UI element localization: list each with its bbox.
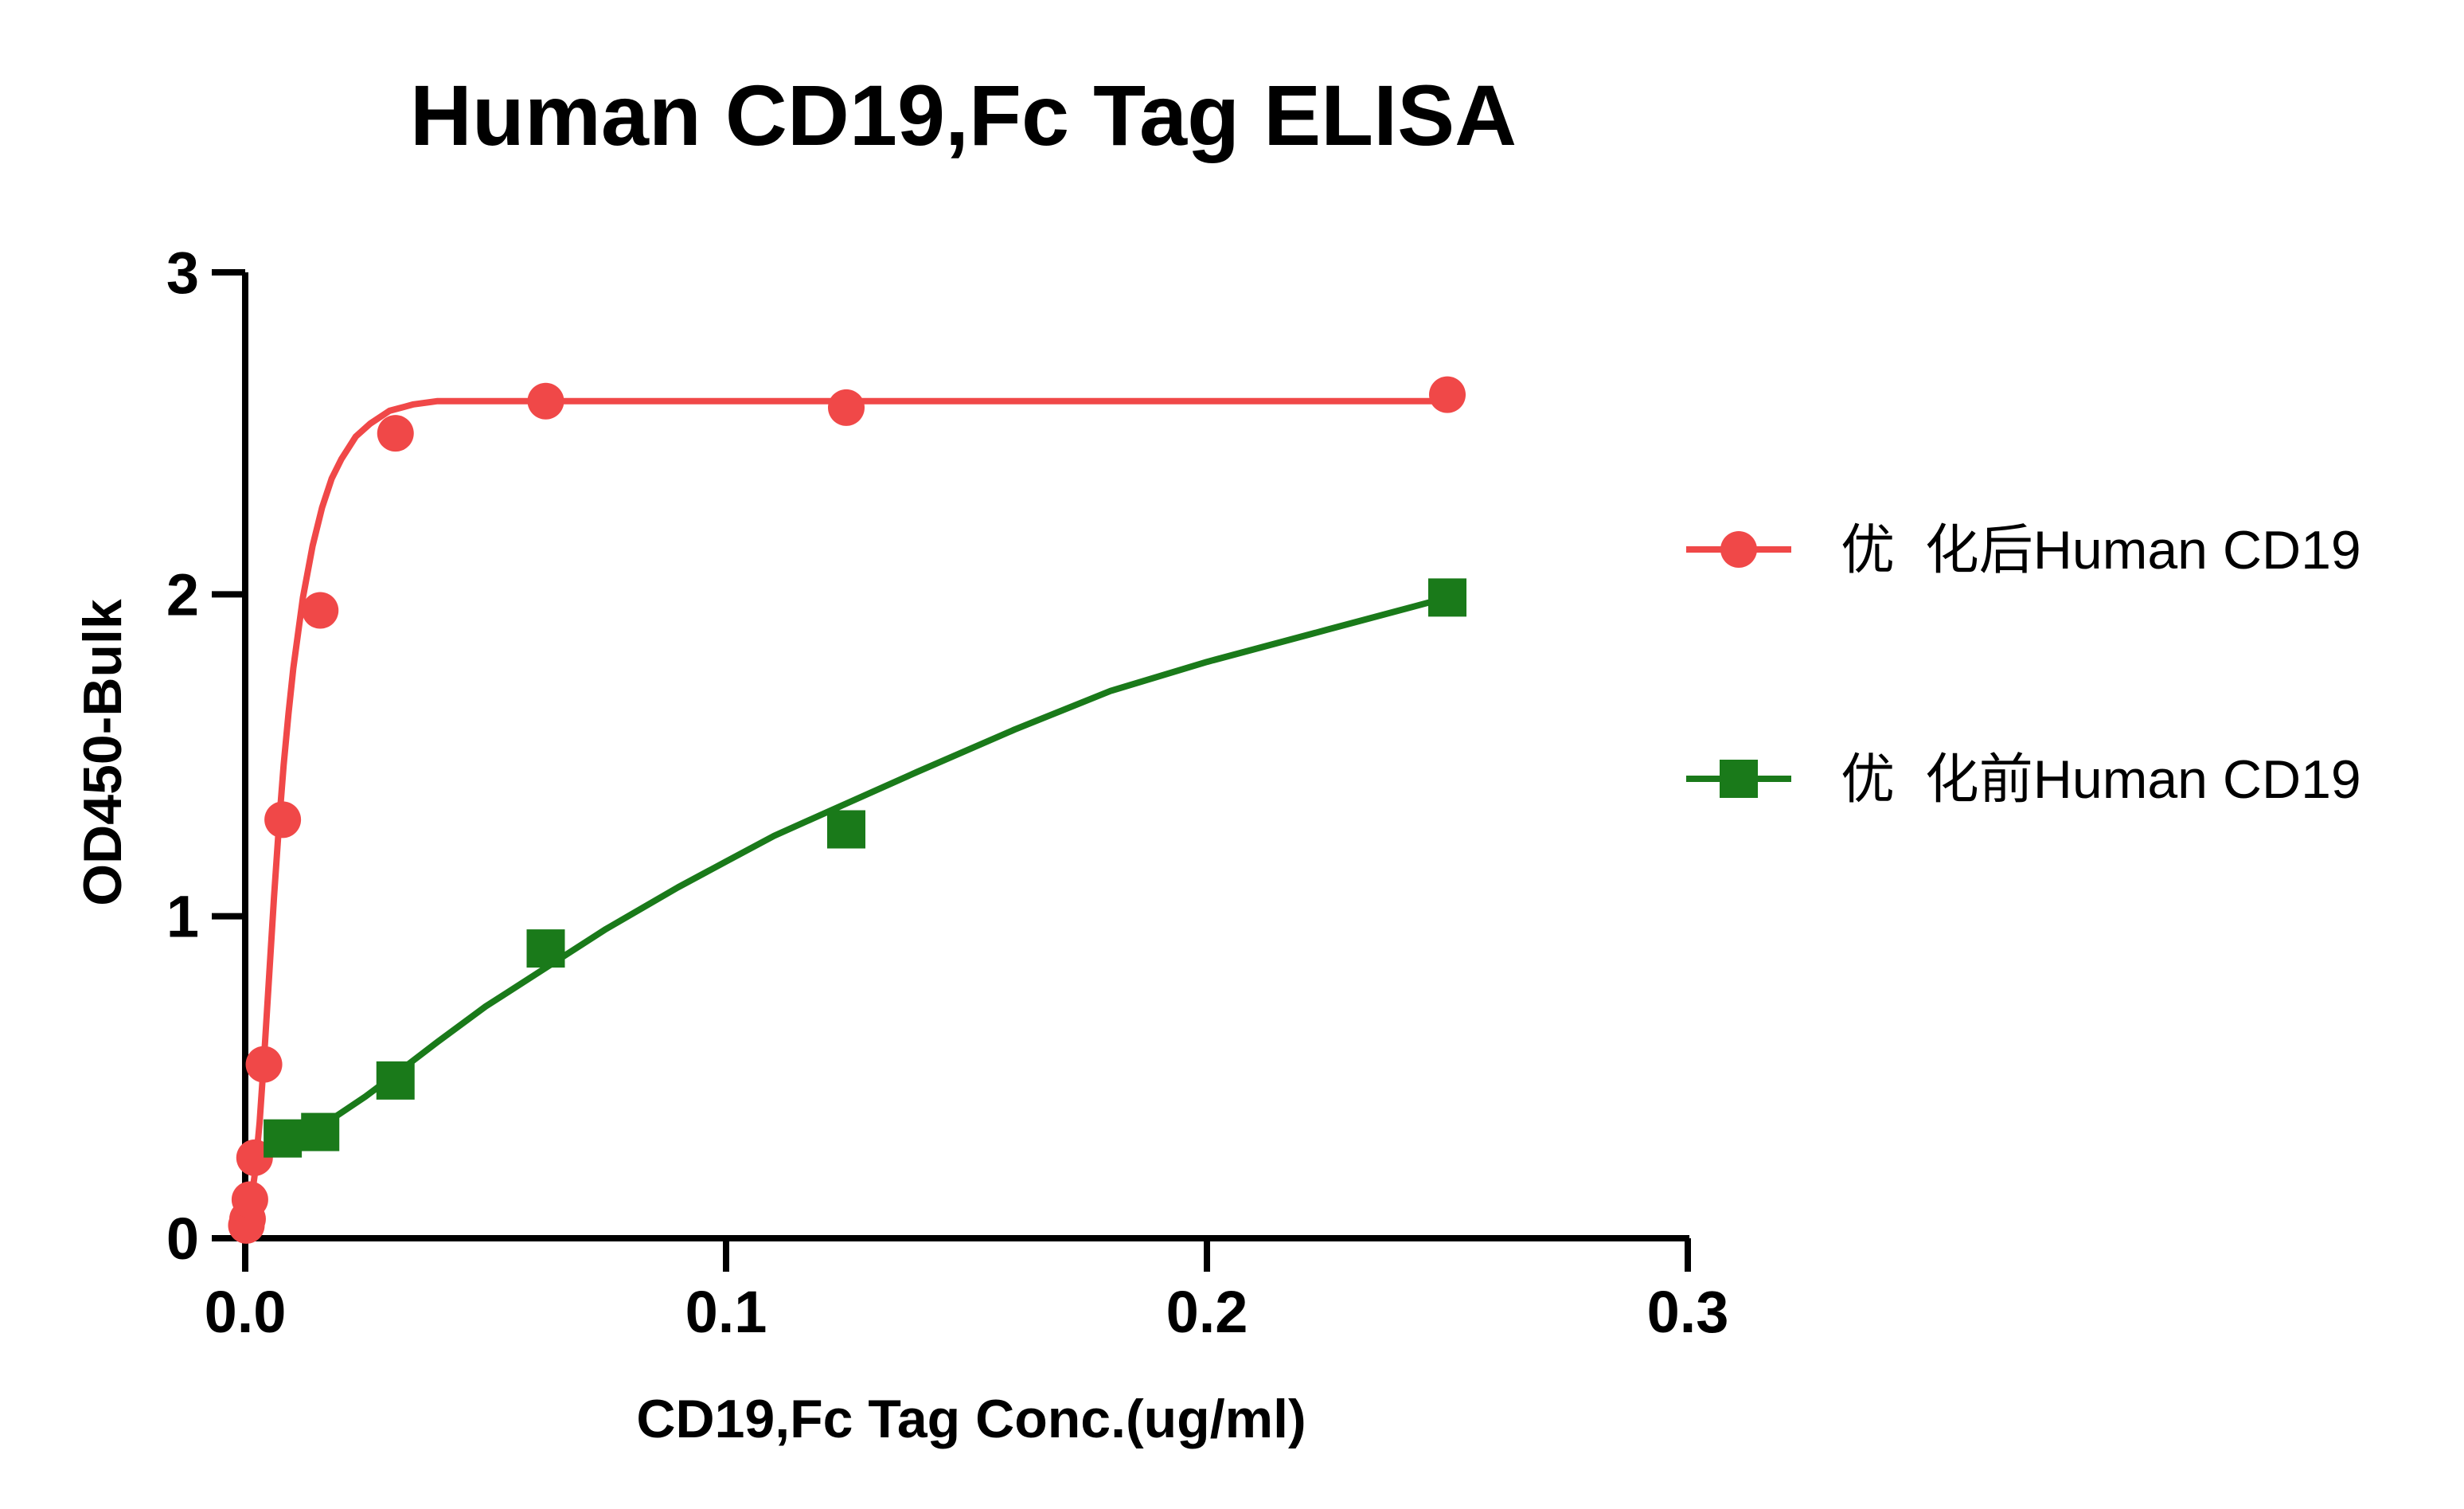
x-tick-label: 0.0 — [205, 1279, 287, 1345]
data-point-circle — [527, 382, 564, 420]
data-point-circle — [231, 1181, 268, 1218]
x-axis-label: CD19,Fc Tag Conc.(ug/ml) — [636, 1389, 1306, 1449]
data-point-square — [264, 1119, 303, 1158]
y-tick-label: 2 — [166, 561, 199, 627]
x-tick-label: 0.1 — [685, 1279, 767, 1345]
data-point-circle — [1429, 376, 1466, 413]
data-point-circle — [828, 389, 865, 426]
legend-label-series-2: 优 化前Human CD19 — [1841, 749, 2361, 810]
data-point-square — [526, 929, 565, 968]
data-point-square — [1428, 578, 1466, 617]
data-point-square — [301, 1112, 340, 1151]
data-point-square — [827, 810, 865, 849]
axes: 0.0 0.1 0.2 0.3 0 1 2 3 — [166, 240, 1729, 1345]
fit-curve-series-2 — [271, 594, 1451, 1155]
fit-curves — [242, 397, 1451, 1232]
y-tick-label: 3 — [166, 240, 199, 306]
data-point-square — [376, 1061, 415, 1100]
x-tick-label: 0.2 — [1166, 1279, 1248, 1345]
data-points — [228, 376, 1466, 1244]
data-point-circle — [264, 801, 302, 839]
legend-marker-circle — [1720, 531, 1757, 568]
legend: 优 化后Human CD19 优 化前Human CD19 — [1686, 520, 2361, 810]
data-point-circle — [245, 1046, 283, 1083]
y-tick-label: 0 — [166, 1206, 199, 1272]
y-tick-label: 1 — [166, 884, 199, 950]
data-point-circle — [302, 592, 339, 629]
chart-title: Human CD19,Fc Tag ELISA — [410, 67, 1517, 163]
data-point-circle — [377, 415, 414, 452]
fit-curve-series-1 — [242, 397, 1451, 1232]
x-tick-label: 0.3 — [1647, 1279, 1729, 1345]
legend-marker-square — [1720, 760, 1758, 798]
legend-label-series-1: 优 化后Human CD19 — [1841, 520, 2361, 581]
y-axis-label: OD450-Bulk — [72, 599, 133, 906]
